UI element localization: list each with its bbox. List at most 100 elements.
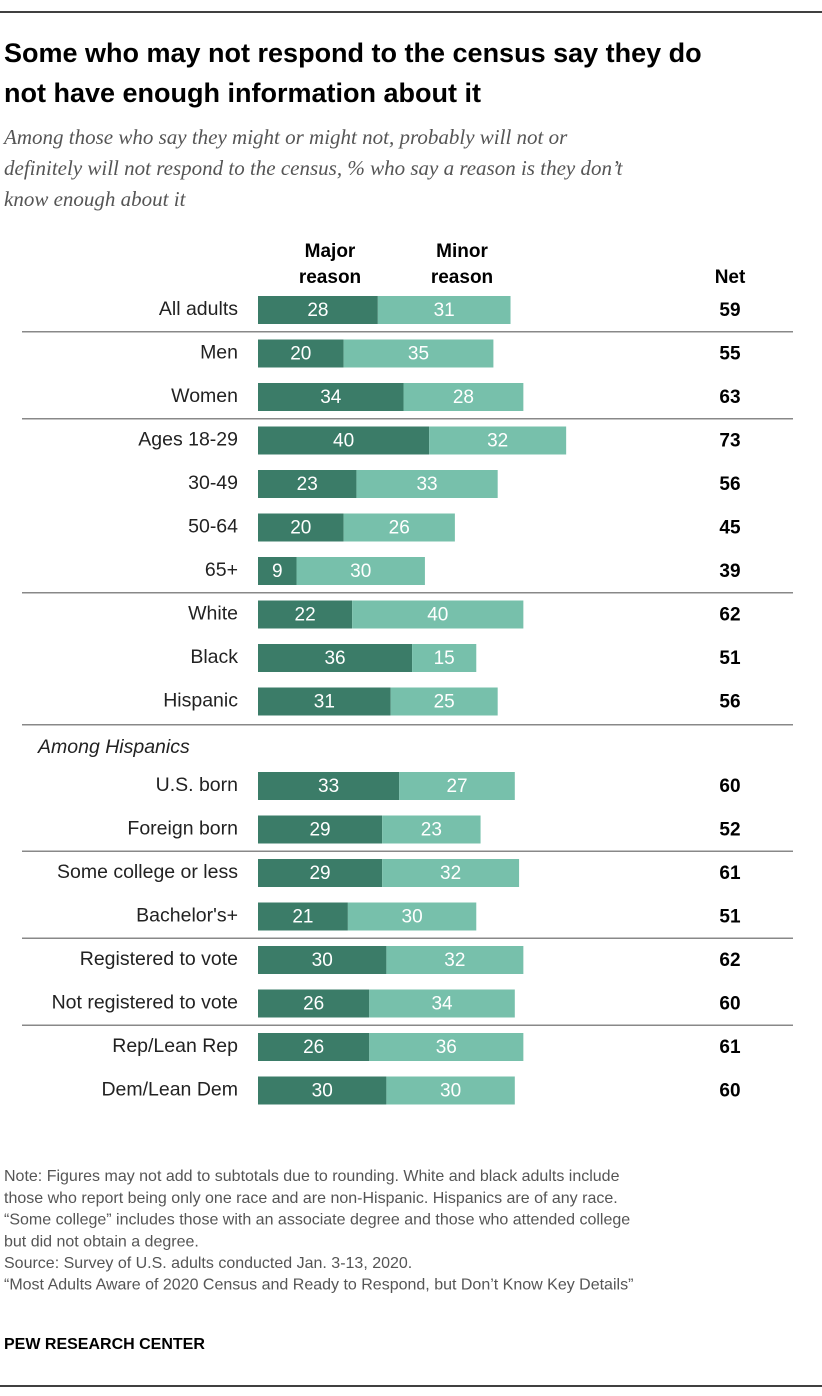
value-label: 23 [421,820,442,841]
bar-segment [258,339,344,368]
net-value: 56 [719,692,740,713]
value-label: 36 [324,648,345,669]
category-label: Bachelor's+ [136,905,238,927]
value-label: 33 [416,474,437,495]
value-label: 28 [453,387,474,408]
group-label: Among Hispanics [37,736,190,758]
subtitle: know enough about it [4,187,187,211]
bar-segment [258,470,357,498]
net-header: Net [715,267,746,288]
value-label: 34 [320,387,342,408]
net-value: 59 [719,300,740,321]
net-value: 62 [719,605,740,626]
bar-segment [258,1033,370,1061]
net-value: 61 [719,1037,741,1058]
bar-segment [369,1033,524,1061]
net-value: 62 [719,950,740,971]
net-value: 45 [719,518,741,539]
value-label: 22 [295,605,316,626]
bar-segment [258,426,430,455]
value-label: 21 [292,907,313,928]
subtitle: definitely will not respond to the censu… [4,156,624,180]
net-value: 60 [719,994,740,1015]
bar-segment [258,600,353,629]
value-label: 30 [312,950,333,971]
net-value: 51 [719,907,741,928]
net-value: 60 [719,776,740,797]
value-label: 23 [297,474,318,495]
value-label: 40 [427,605,448,626]
bar-segment [296,557,425,585]
value-label: 35 [408,344,429,365]
bar-segment [382,859,520,887]
bar-segment [258,557,297,585]
source-org: PEW RESEARCH CENTER [4,1336,205,1353]
chart-title: not have enough information about it [4,78,481,108]
bar-segment [258,902,348,931]
value-label: 20 [290,344,311,365]
category-label: Not registered to vote [52,992,238,1014]
net-value: 73 [719,431,740,452]
legend-label: Major [305,241,356,262]
note: Note: Figures may not add to subtotals d… [4,1168,620,1185]
value-label: 36 [436,1037,457,1058]
value-label: 26 [303,1037,324,1058]
bar-segment [258,815,383,844]
note: those who report being only one race and… [4,1190,618,1207]
legend-label: Minor [436,241,488,262]
value-label: 31 [434,300,455,321]
category-label: Black [190,646,238,668]
value-label: 30 [402,907,423,928]
category-label: 65+ [205,559,238,581]
value-label: 34 [431,994,453,1015]
category-label: U.S. born [156,774,238,796]
bar-segment [399,772,515,800]
category-label: Hispanic [163,690,238,712]
value-label: 28 [307,300,328,321]
value-label: 27 [446,776,467,797]
bar-segment [386,946,524,974]
category-label: Some college or less [57,861,238,883]
bar-segment [258,296,378,324]
value-label: 26 [389,518,410,539]
bar-segment [382,815,481,844]
bar-segment [258,383,404,411]
value-label: 30 [312,1081,333,1102]
category-label: Registered to vote [80,948,238,970]
bar-segment [258,772,400,800]
value-label: 33 [318,776,339,797]
category-label: Ages 18-29 [138,429,238,451]
legend-label: reason [431,267,493,288]
category-label: White [188,603,238,625]
value-label: 31 [314,692,335,713]
value-label: 25 [434,692,455,713]
legend-label: reason [299,267,361,288]
net-value: 52 [719,820,740,841]
bar-segment [429,426,567,455]
net-value: 60 [719,1081,740,1102]
category-label: 30-49 [188,472,238,494]
value-label: 30 [440,1081,461,1102]
bar-segment [258,989,370,1018]
value-label: 32 [444,950,465,971]
chart-title: Some who may not respond to the census s… [4,38,702,68]
bar-segment [343,339,494,368]
bar-segment [356,470,498,498]
net-value: 51 [719,648,741,669]
category-label: Rep/Lean Rep [112,1035,238,1057]
note: “Some college” includes those with an as… [4,1212,630,1229]
note: “Most Adults Aware of 2020 Census and Re… [4,1277,633,1294]
net-value: 39 [719,561,740,582]
net-value: 61 [719,863,741,884]
category-label: All adults [159,298,238,320]
note: but did not obtain a degree. [4,1233,199,1250]
bar-segment [347,902,477,931]
net-value: 63 [719,387,740,408]
value-label: 29 [309,863,330,884]
bar-segment [258,859,383,887]
category-label: Men [200,342,238,364]
category-label: Women [171,385,238,407]
bar-segment [403,383,524,411]
bar-segment [258,1076,387,1105]
